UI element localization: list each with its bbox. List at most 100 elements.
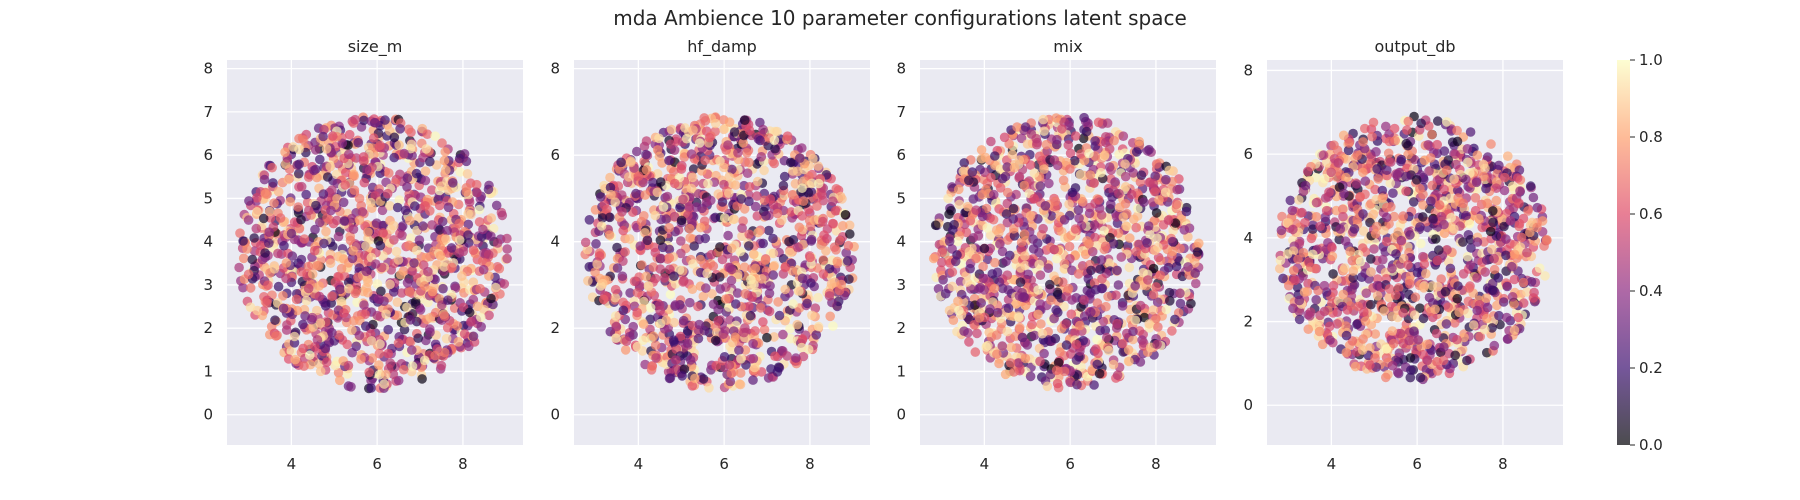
data-point — [970, 347, 981, 357]
data-point — [739, 262, 750, 273]
data-point — [604, 230, 615, 240]
data-point — [669, 337, 679, 347]
y-tick-label: 0 — [550, 406, 560, 424]
data-point — [1049, 155, 1060, 165]
data-point — [982, 254, 993, 265]
data-point — [279, 240, 289, 251]
data-point — [474, 204, 485, 215]
data-point — [384, 168, 394, 178]
data-point — [471, 179, 482, 190]
data-point — [398, 364, 409, 375]
data-point — [472, 187, 482, 198]
data-point — [1167, 236, 1178, 247]
y-tick-label: 1 — [896, 362, 906, 380]
data-point — [339, 308, 349, 318]
data-point — [656, 177, 666, 187]
data-point — [1118, 131, 1129, 141]
data-point — [321, 357, 332, 368]
data-point — [678, 277, 688, 287]
data-point — [357, 207, 368, 217]
data-point — [1410, 292, 1421, 303]
data-point — [1442, 245, 1452, 255]
data-point — [1108, 239, 1119, 249]
data-point — [694, 319, 704, 330]
data-point — [1108, 359, 1119, 370]
data-point — [1134, 136, 1144, 147]
data-point — [1051, 113, 1061, 123]
data-point — [264, 238, 274, 248]
x-tick-label: 4 — [634, 455, 644, 473]
data-point — [980, 152, 991, 163]
data-point — [1120, 171, 1131, 182]
data-point — [1522, 287, 1532, 297]
data-point — [402, 173, 413, 183]
data-point — [965, 263, 975, 274]
data-point — [832, 256, 843, 267]
data-point — [353, 272, 363, 283]
data-point — [1303, 324, 1314, 335]
data-point — [639, 141, 650, 152]
data-point — [638, 319, 649, 330]
data-point — [431, 307, 441, 318]
data-point — [730, 332, 741, 342]
data-point — [704, 132, 715, 143]
y-tick-label: 7 — [896, 103, 906, 121]
data-point — [1360, 316, 1371, 327]
data-point — [1341, 172, 1351, 183]
data-point — [1514, 218, 1525, 229]
data-point — [1321, 157, 1332, 168]
data-point — [300, 311, 310, 321]
data-point — [740, 115, 750, 125]
data-point — [249, 233, 259, 243]
data-point — [1090, 232, 1100, 243]
data-point — [613, 181, 624, 191]
data-point — [617, 190, 627, 200]
data-point — [686, 149, 697, 159]
data-point — [1121, 182, 1131, 192]
data-point — [1288, 303, 1298, 314]
data-point — [669, 271, 679, 282]
data-point — [664, 244, 675, 255]
data-point — [778, 329, 788, 340]
data-point — [717, 197, 728, 207]
data-point — [1128, 326, 1138, 337]
data-point — [1139, 197, 1149, 207]
data-point — [298, 343, 308, 354]
data-point — [732, 201, 742, 211]
data-point — [492, 262, 503, 272]
data-point — [719, 213, 730, 223]
data-point — [1084, 208, 1095, 219]
data-point — [392, 202, 403, 213]
data-point — [280, 147, 290, 157]
data-point — [1117, 338, 1128, 349]
data-point — [732, 288, 743, 298]
data-point — [1359, 307, 1369, 318]
data-point — [1439, 219, 1449, 230]
data-point — [1035, 270, 1046, 281]
data-point — [327, 131, 338, 141]
data-point — [1096, 167, 1106, 178]
data-point — [1501, 312, 1512, 323]
data-point — [986, 136, 996, 147]
data-point — [322, 213, 332, 223]
data-point — [713, 189, 724, 199]
x-tick-label: 8 — [805, 455, 815, 473]
data-point — [363, 277, 373, 288]
data-point — [978, 211, 988, 222]
data-point — [1044, 178, 1054, 189]
data-point — [354, 330, 365, 341]
data-point — [669, 317, 679, 328]
data-point — [676, 248, 686, 259]
data-point — [664, 222, 674, 233]
x-tick-label: 6 — [1065, 455, 1075, 473]
data-point — [1112, 370, 1123, 381]
data-point — [1482, 152, 1493, 162]
data-point — [780, 262, 790, 273]
data-point — [289, 331, 300, 342]
data-point — [995, 183, 1006, 193]
data-point — [1370, 329, 1381, 339]
data-point — [1540, 271, 1550, 281]
data-point — [1103, 291, 1113, 302]
data-point — [1039, 348, 1049, 359]
data-point — [651, 353, 661, 363]
